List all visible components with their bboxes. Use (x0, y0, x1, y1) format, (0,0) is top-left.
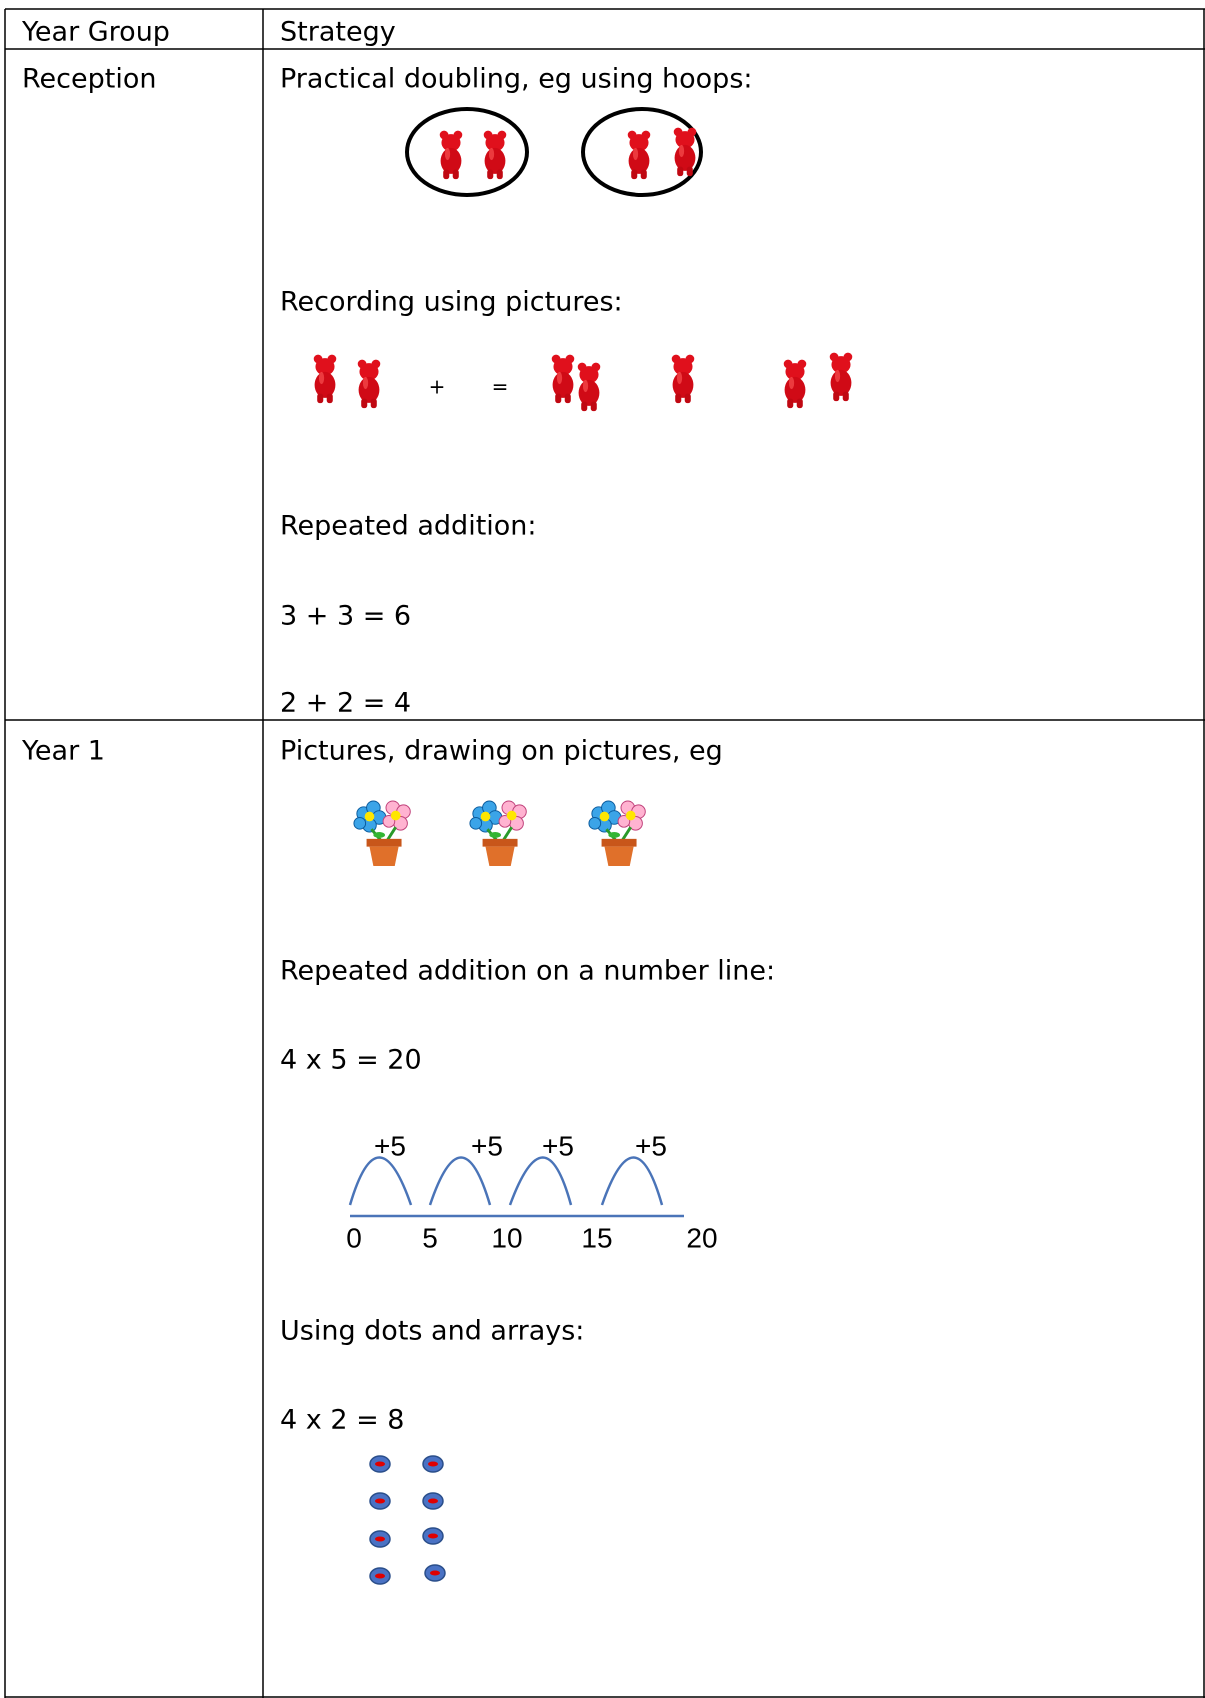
number-label: 5 (422, 1222, 438, 1253)
number-label: 10 (491, 1222, 522, 1253)
jump-label: +5 (374, 1130, 406, 1161)
number-line: +5 +5 +5 +5 0 5 10 15 20 (346, 1130, 717, 1253)
sum-text: 3 + 3 = 6 (280, 601, 411, 632)
strategy-text: Using dots and arrays: (280, 1316, 584, 1347)
dot-array (369, 1455, 446, 1585)
number-label: 0 (346, 1222, 362, 1253)
jump-label: +5 (635, 1130, 667, 1161)
year-group: Reception (22, 64, 156, 95)
sum-text: 4 x 5 = 20 (280, 1045, 422, 1076)
strategy-text: Repeated addition on a number line: (280, 956, 775, 987)
header-cell: Strategy (280, 17, 396, 48)
sum-text: 4 x 2 = 8 (280, 1405, 404, 1436)
number-label: 20 (686, 1222, 717, 1253)
bears-illustration (313, 352, 853, 412)
flowers-illustration (352, 800, 647, 868)
picture-operator: + (429, 375, 446, 399)
header-cell: Year Group (21, 17, 170, 48)
strategy-text: Pictures, drawing on pictures, eg (280, 736, 723, 767)
number-label: 15 (581, 1222, 612, 1253)
strategy-text: Practical doubling, eg using hoops: (280, 64, 753, 95)
strategy-text: Recording using pictures: (280, 287, 623, 318)
jump-label: +5 (471, 1130, 503, 1161)
hoops-illustration (405, 107, 703, 197)
table-grid (4, 8, 1205, 1698)
picture-operator: = (492, 375, 509, 399)
jump-label: +5 (542, 1130, 574, 1161)
sum-text: 2 + 2 = 4 (280, 688, 411, 719)
year-group: Year 1 (21, 736, 105, 767)
strategy-text: Repeated addition: (280, 511, 537, 542)
